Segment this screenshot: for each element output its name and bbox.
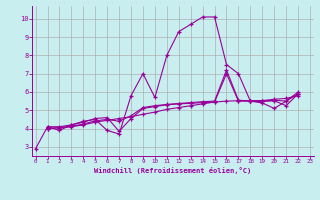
X-axis label: Windchill (Refroidissement éolien,°C): Windchill (Refroidissement éolien,°C) [94,167,252,174]
